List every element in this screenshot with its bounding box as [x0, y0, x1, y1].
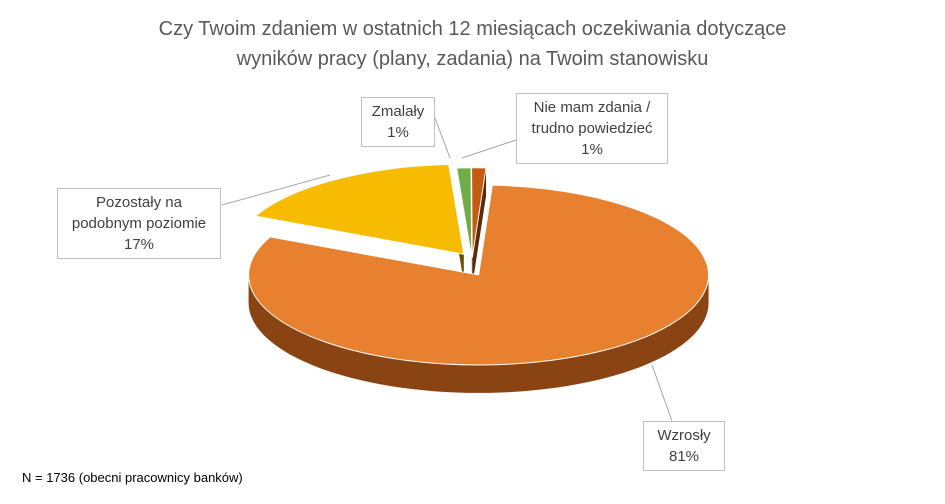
- footnote: N = 1736 (obecni pracownicy banków): [22, 470, 243, 485]
- label-nie-mam-zdania-name-1: Nie mam zdania /: [533, 99, 651, 116]
- label-nie-mam-zdania-value: 1%: [581, 141, 603, 158]
- leader-line-zmalaly: [434, 117, 451, 159]
- label-nie-mam-zdania-name-2: trudno powiedzieć: [531, 120, 653, 137]
- leader-line-pozostaly: [221, 174, 331, 206]
- label-wzrosly-value: 81%: [668, 448, 700, 465]
- label-zmalaly-value: 1%: [387, 124, 409, 141]
- label-wzrosly: Wzrosły 81%: [643, 421, 725, 471]
- leader-line-nie-mam-zdania: [461, 139, 517, 159]
- leader-lines: [221, 117, 673, 422]
- chart-title: Czy Twoim zdaniem w ostatnich 12 miesiąc…: [0, 14, 945, 74]
- slice-zmalaly: [456, 167, 473, 258]
- slice-wall-nie-mam-zdania: [472, 167, 487, 286]
- slice-nie-mam-zdania: [471, 167, 487, 258]
- pie-tops: [248, 163, 710, 366]
- slice-side-wzrosly: [248, 274, 709, 393]
- label-nie-mam-zdania: Nie mam zdania / trudno powiedzieć 1%: [516, 93, 668, 164]
- label-pozostaly: Pozostały na podobnym poziomie 17%: [57, 188, 221, 259]
- chart-title-line-1: Czy Twoim zdaniem w ostatnich 12 miesiąc…: [158, 18, 787, 40]
- label-wzrosly-name: Wzrosły: [657, 427, 711, 444]
- leader-line-wzrosly: [651, 364, 673, 422]
- slice-wzrosly: [248, 184, 710, 366]
- label-zmalaly-name: Zmalały: [371, 103, 425, 120]
- label-pozostaly-value: 17%: [123, 236, 155, 253]
- label-pozostaly-name-2: podobnym poziomie: [71, 215, 207, 232]
- chart-title-line-2: wyników pracy (plany, zadania) na Twoim …: [236, 48, 709, 70]
- label-pozostaly-name-1: Pozostały na: [96, 194, 182, 211]
- slice-pozostaly: [254, 163, 465, 255]
- label-zmalaly: Zmalały 1%: [361, 97, 435, 147]
